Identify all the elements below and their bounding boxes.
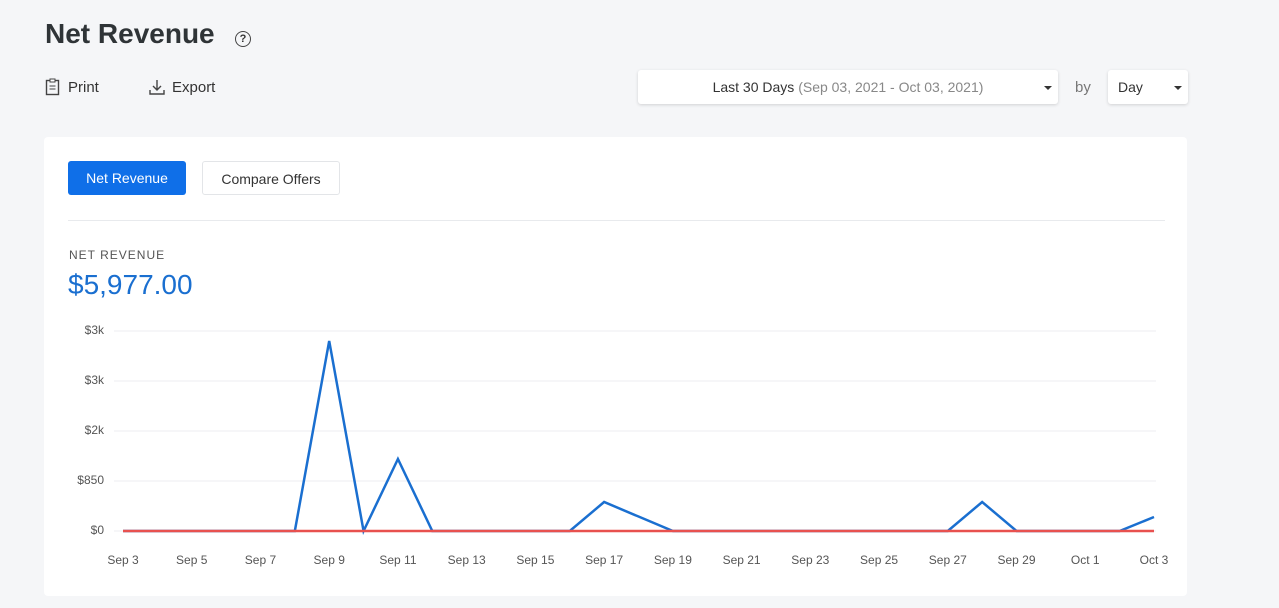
help-icon[interactable]: ?: [235, 31, 251, 47]
granularity-dropdown[interactable]: Day: [1108, 70, 1188, 104]
divider: [68, 220, 1165, 221]
y-tick-label: $3k: [85, 323, 105, 337]
x-tick-label: Sep 27: [929, 553, 967, 567]
export-button[interactable]: Export: [172, 79, 216, 96]
x-tick-label: Oct 3: [1140, 553, 1169, 567]
summary-value: $5,977.00: [68, 269, 193, 300]
x-tick-label: Sep 21: [723, 553, 761, 567]
x-tick-label: Sep 7: [245, 553, 277, 567]
export-icon: [149, 80, 165, 95]
x-tick-label: Sep 29: [998, 553, 1036, 567]
x-tick-label: Sep 9: [314, 553, 346, 567]
print-icon: [45, 78, 60, 96]
x-tick-label: Sep 25: [860, 553, 898, 567]
x-tick-label: Sep 13: [448, 553, 486, 567]
page-title: Net Revenue: [45, 18, 215, 49]
x-tick-label: Oct 1: [1071, 553, 1100, 567]
tab-compare-offers[interactable]: Compare Offers: [202, 161, 340, 195]
range-label: Last 30 Days: [712, 79, 795, 95]
print-button[interactable]: Print: [68, 79, 99, 96]
tab-net-revenue[interactable]: Net Revenue: [68, 161, 186, 195]
line-series: [123, 340, 1155, 536]
date-range-dropdown[interactable]: Last 30 Days (Sep 03, 2021 - Oct 03, 202…: [638, 70, 1058, 104]
x-tick-label: Sep 15: [516, 553, 554, 567]
x-tick-label: Sep 23: [791, 553, 829, 567]
x-tick-label: Sep 19: [654, 553, 692, 567]
summary-label: NET REVENUE: [69, 248, 166, 262]
card: [44, 137, 1187, 596]
by-label: by: [1075, 79, 1091, 96]
y-tick-label: $0: [91, 523, 105, 537]
y-tick-label: $850: [77, 473, 104, 487]
y-tick-label: $2k: [85, 423, 105, 437]
x-tick-label: Sep 11: [379, 553, 416, 567]
x-tick-label: Sep 17: [585, 553, 623, 567]
y-tick-label: $3k: [85, 373, 105, 387]
x-tick-label: Sep 5: [176, 553, 208, 567]
granularity-label: Day: [1118, 79, 1143, 95]
range-dates: (Sep 03, 2021 - Oct 03, 2021): [798, 79, 984, 95]
x-tick-label: Sep 3: [107, 553, 139, 567]
